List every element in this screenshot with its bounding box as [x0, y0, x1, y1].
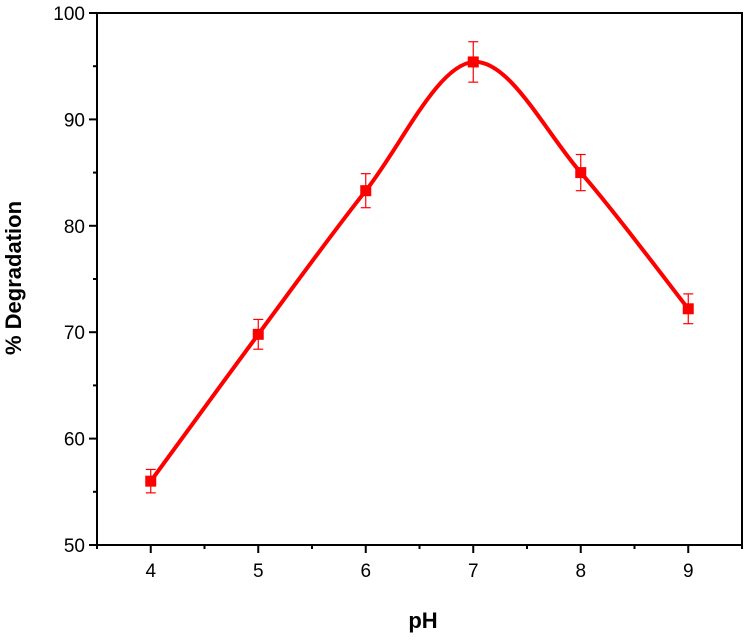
y-axis-title: % Degradation [1, 201, 26, 355]
y-tick-label: 60 [64, 430, 85, 451]
axis-ticks: 4 5 6 7 8 9 50 60 70 80 90 100 [53, 4, 743, 582]
y-tick-label: 90 [64, 110, 85, 131]
data-point-marker [575, 167, 587, 179]
x-axis-title: pH [408, 608, 437, 633]
data-point-marker [252, 328, 264, 340]
series-group [145, 41, 694, 494]
y-tick-label: 80 [64, 217, 85, 238]
x-tick-label: 5 [253, 561, 264, 582]
data-point-marker [360, 185, 372, 197]
data-point-marker [145, 475, 157, 487]
x-tick-label: 7 [468, 561, 479, 582]
y-tick-label: 100 [53, 4, 85, 25]
data-point-marker [467, 56, 479, 68]
plot-frame [96, 12, 743, 546]
series-line [149, 59, 690, 483]
x-tick-label: 6 [360, 561, 371, 582]
y-tick-label: 70 [64, 323, 85, 344]
x-tick-label: 9 [683, 561, 694, 582]
y-tick-label: 50 [64, 536, 85, 557]
x-tick-label: 4 [145, 561, 156, 582]
plot-frame-border [96, 12, 743, 546]
data-point-marker [682, 303, 694, 315]
x-tick-label: 8 [575, 561, 586, 582]
